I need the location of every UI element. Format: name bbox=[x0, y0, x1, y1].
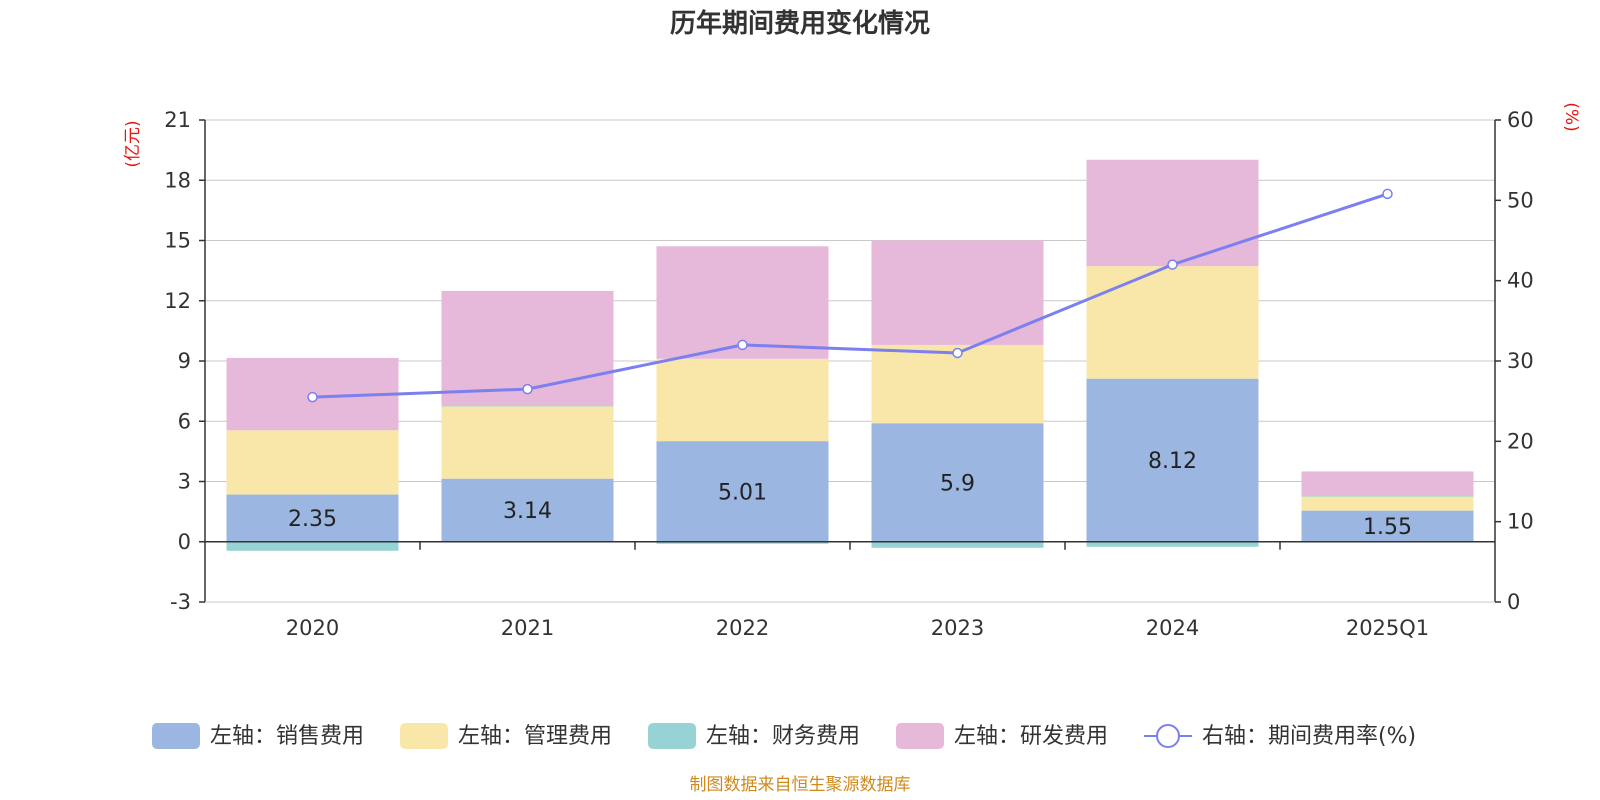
rate-point bbox=[1382, 188, 1393, 200]
left-tick-label: 3 bbox=[178, 470, 191, 494]
x-tick-label: 2020 bbox=[286, 616, 339, 640]
bar-rd bbox=[871, 240, 1044, 345]
bar-sales bbox=[871, 423, 1044, 542]
x-tick-label: 2021 bbox=[501, 616, 554, 640]
legend-label-sales: 左轴：销售费用 bbox=[210, 724, 364, 749]
bar-finance bbox=[1301, 495, 1474, 497]
bar-finance bbox=[1086, 541, 1259, 547]
x-tick-label: 2024 bbox=[1146, 616, 1199, 640]
legend-item-rate[interactable]: 右轴：期间费用率(%) bbox=[1144, 724, 1416, 749]
left-tick-label: 18 bbox=[164, 168, 191, 192]
left-tick-label: 9 bbox=[178, 349, 191, 373]
right-tick-label: 40 bbox=[1507, 269, 1534, 293]
x-tick-label: 2025Q1 bbox=[1346, 616, 1429, 640]
bar-layer bbox=[226, 159, 1474, 551]
bar-sales bbox=[656, 441, 829, 542]
legend-swatch-sales bbox=[152, 723, 200, 749]
left-tick-label: 12 bbox=[164, 289, 191, 313]
chart-title: 历年期间费用变化情况 bbox=[670, 8, 930, 39]
bar-admin bbox=[1301, 496, 1474, 511]
axes: -3 0 3 6 9 12 15 18 21 0 10 20 30 40 50 60 2020 2021 2022 2… bbox=[164, 108, 1533, 640]
bar-finance bbox=[441, 405, 614, 407]
legend-label-finance: 左轴：财务费用 bbox=[706, 724, 860, 749]
data-label-sales: 8.12 bbox=[1148, 449, 1197, 474]
right-axis-unit: (%) bbox=[1561, 102, 1581, 131]
legend-label-admin: 左轴：管理费用 bbox=[458, 724, 612, 749]
legend-item-admin[interactable]: 左轴：管理费用 bbox=[400, 723, 612, 749]
left-axis-unit: (亿元) bbox=[123, 120, 143, 167]
bar-sales bbox=[441, 478, 614, 542]
bar-sales bbox=[1301, 510, 1474, 542]
rate-point bbox=[307, 391, 318, 403]
rate-point bbox=[737, 339, 748, 351]
rate-point bbox=[1167, 259, 1178, 270]
rate-point bbox=[952, 347, 963, 359]
bar-sales bbox=[226, 494, 399, 542]
bar-rd bbox=[1301, 471, 1474, 496]
legend: 左轴：销售费用 左轴：管理费用 左轴：财务费用 左轴：研发费用 右轴：期间费用率… bbox=[152, 723, 1416, 749]
legend-label-rate: 右轴：期间费用率(%) bbox=[1202, 724, 1416, 749]
legend-swatch-finance bbox=[648, 723, 696, 749]
bar-rd bbox=[1086, 159, 1259, 267]
right-tick-label: 10 bbox=[1507, 510, 1534, 534]
left-tick-label: 6 bbox=[178, 409, 191, 433]
legend-swatch-rd bbox=[896, 723, 944, 749]
legend-item-rd[interactable]: 左轴：研发费用 bbox=[896, 723, 1108, 749]
left-tick-label: -3 bbox=[170, 590, 191, 614]
data-label-sales: 5.01 bbox=[718, 480, 767, 505]
right-tick-label: 50 bbox=[1507, 188, 1534, 212]
grid-lines bbox=[205, 119, 1495, 603]
legend-item-sales[interactable]: 左轴：销售费用 bbox=[152, 723, 364, 749]
data-label-sales: 5.9 bbox=[940, 472, 975, 497]
rate-line bbox=[312, 192, 1388, 399]
rate-line-layer bbox=[307, 188, 1393, 403]
data-label-sales: 1.55 bbox=[1363, 515, 1412, 540]
right-tick-label: 20 bbox=[1507, 429, 1534, 453]
legend-item-finance[interactable]: 左轴：财务费用 bbox=[648, 723, 860, 749]
legend-marker-rate bbox=[1156, 724, 1180, 748]
right-tick-label: 30 bbox=[1507, 349, 1534, 373]
left-tick-label: 15 bbox=[164, 229, 191, 253]
x-tick-label: 2023 bbox=[931, 616, 984, 640]
bar-admin bbox=[1086, 266, 1259, 379]
bar-finance bbox=[226, 541, 399, 551]
bar-finance bbox=[871, 541, 1044, 548]
legend-swatch-admin bbox=[400, 723, 448, 749]
right-tick-label: 60 bbox=[1507, 108, 1534, 132]
right-tick-label: 0 bbox=[1507, 590, 1520, 614]
x-tick-label: 2022 bbox=[716, 616, 769, 640]
left-tick-label: 21 bbox=[164, 108, 191, 132]
data-labels: 2.35 3.14 5.01 5.9 8.12 1.55 bbox=[288, 449, 1412, 540]
legend-label-rd: 左轴：研发费用 bbox=[954, 724, 1108, 749]
bar-admin bbox=[441, 406, 614, 479]
rate-point bbox=[522, 383, 533, 395]
left-tick-label: 0 bbox=[178, 530, 191, 554]
bar-finance bbox=[656, 541, 829, 544]
data-label-sales: 2.35 bbox=[288, 507, 337, 532]
bar-admin bbox=[226, 430, 399, 495]
source-note: 制图数据来自恒生聚源数据库 bbox=[690, 775, 911, 795]
data-label-sales: 3.14 bbox=[503, 499, 552, 524]
bar-admin bbox=[656, 358, 829, 442]
bar-sales bbox=[1086, 378, 1259, 542]
